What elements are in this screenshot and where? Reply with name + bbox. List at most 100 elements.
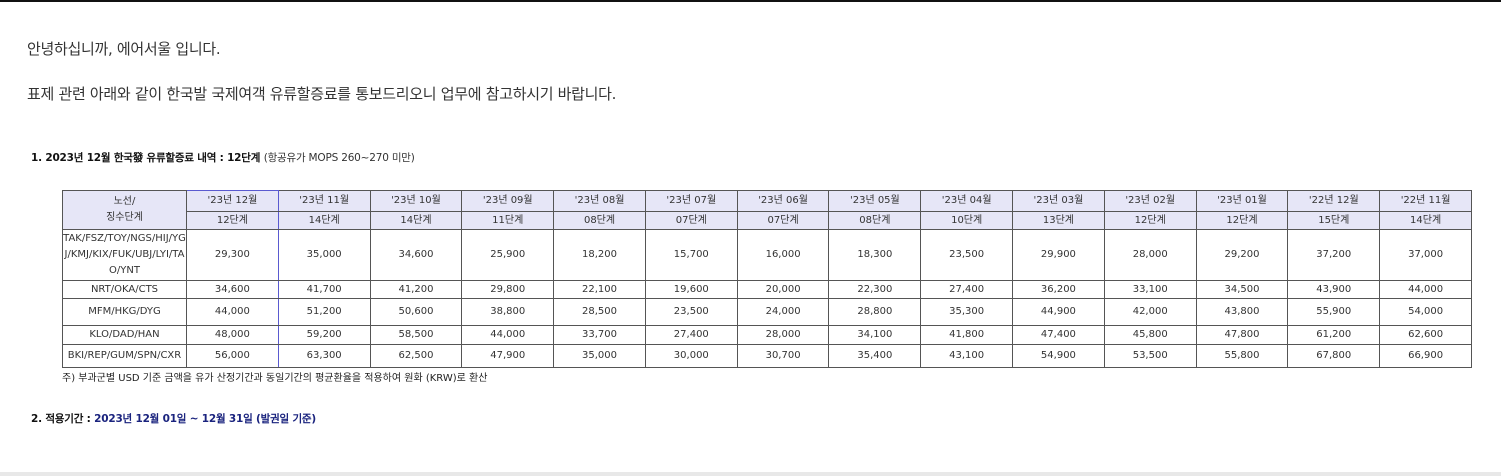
surcharge-cell: 38,800	[461, 298, 555, 326]
month-header: '23년 12월	[186, 190, 279, 212]
route-cell: BKI/REP/GUM/SPN/CXR	[62, 344, 187, 368]
surcharge-cell: 50,600	[369, 298, 463, 326]
month-header: '23년 08월	[553, 190, 646, 212]
top-border	[0, 0, 1501, 2]
surcharge-cell: 44,000	[186, 298, 279, 326]
surcharge-cell: 23,500	[920, 229, 1014, 281]
table-row: MFM/HKG/DYG 44,000 51,200 50,600 38,800 28,50…	[62, 298, 1472, 326]
section1-heading: 1. 2023년 12월 한국發 유류할증료 내역 : 12단계 (항공유가 M…	[31, 150, 415, 165]
level-header: 11단계	[461, 211, 555, 230]
month-header: '23년 06월	[736, 190, 830, 212]
surcharge-cell: 34,600	[186, 280, 279, 299]
bottom-border	[0, 472, 1501, 476]
surcharge-cell: 27,400	[920, 280, 1014, 299]
surcharge-cell: 34,500	[1195, 280, 1289, 299]
surcharge-cell: 20,000	[736, 280, 830, 299]
surcharge-cell: 24,000	[736, 298, 830, 326]
surcharge-cell: 43,900	[1287, 280, 1381, 299]
surcharge-cell: 67,800	[1287, 344, 1381, 368]
route-cell: NRT/OKA/CTS	[62, 280, 187, 299]
surcharge-cell: 29,900	[1012, 229, 1105, 281]
month-header: '23년 05월	[828, 190, 922, 212]
section2-heading: 2. 적용기간 : 2023년 12월 01일 ~ 12월 31일 (발권일 기…	[31, 411, 316, 426]
month-header: '23년 01월	[1195, 190, 1289, 212]
surcharge-cell: 34,600	[369, 229, 463, 281]
surcharge-cell: 44,000	[1379, 280, 1472, 299]
month-header: '23년 03월	[1012, 190, 1105, 212]
table-row: TAK/FSZ/TOY/NGS/HIJ/YGJ/KMJ/KIX/FUK/UBJ/…	[62, 229, 1472, 281]
level-header: 08단계	[553, 211, 646, 230]
surcharge-cell: 28,800	[828, 298, 922, 326]
surcharge-cell: 16,000	[736, 229, 830, 281]
surcharge-cell: 56,000	[186, 344, 279, 368]
level-header: 12단계	[186, 211, 279, 230]
section1-subtitle: (항공유가 MOPS 260~270 미만)	[263, 152, 415, 164]
surcharge-cell: 25,900	[461, 229, 555, 281]
surcharge-cell: 30,000	[644, 344, 738, 368]
month-header: '22년 11월	[1379, 190, 1472, 212]
corner-line2: 징수단계	[106, 212, 143, 223]
surcharge-cell: 19,600	[644, 280, 738, 299]
surcharge-cell: 28,000	[1103, 229, 1197, 281]
surcharge-cell: 54,900	[1012, 344, 1105, 368]
level-header: 08단계	[828, 211, 922, 230]
surcharge-cell: 47,800	[1195, 325, 1289, 345]
level-header: 13단계	[1012, 211, 1105, 230]
surcharge-cell: 18,200	[553, 229, 646, 281]
intro-text: 표제 관련 아래와 같이 한국발 국제여객 유류할증료를 통보드리오니 업무에 …	[27, 85, 617, 103]
surcharge-cell: 42,000	[1103, 298, 1197, 326]
surcharge-cell: 33,700	[553, 325, 646, 345]
level-header: 14단계	[369, 211, 463, 230]
surcharge-cell: 22,300	[828, 280, 922, 299]
surcharge-cell: 63,300	[277, 344, 371, 368]
surcharge-cell: 43,100	[920, 344, 1014, 368]
table-row: BKI/REP/GUM/SPN/CXR 56,000 63,300 62,500 47,…	[62, 344, 1472, 368]
surcharge-cell: 35,000	[553, 344, 646, 368]
surcharge-cell: 28,000	[736, 325, 830, 345]
fuel-surcharge-table: 노선/징수단계 '23년 12월 '23년 11월 '23년 10월 '23년 09월 '…	[62, 190, 1472, 368]
level-header: 14단계	[1379, 211, 1472, 230]
section2-period: 2023년 12월 01일 ~ 12월 31일 (발권일 기준)	[94, 413, 316, 425]
surcharge-cell: 23,500	[644, 298, 738, 326]
surcharge-cell: 48,000	[186, 325, 279, 345]
surcharge-cell: 62,500	[369, 344, 463, 368]
greeting-text: 안녕하십니까, 에어서울 입니다.	[27, 40, 221, 58]
surcharge-cell: 54,000	[1379, 298, 1472, 326]
table-note: 주) 부과군별 USD 기준 금액을 유가 산정기간과 동일기간의 평균환율을 …	[62, 373, 488, 384]
route-cell: MFM/HKG/DYG	[62, 298, 187, 326]
surcharge-cell: 41,700	[277, 280, 371, 299]
surcharge-cell: 27,400	[644, 325, 738, 345]
route-cell: KLO/DAD/HAN	[62, 325, 187, 345]
month-header: '23년 04월	[920, 190, 1014, 212]
surcharge-cell: 35,000	[277, 229, 371, 281]
surcharge-cell: 41,800	[920, 325, 1014, 345]
surcharge-cell: 37,000	[1379, 229, 1472, 281]
surcharge-cell: 22,100	[553, 280, 646, 299]
surcharge-cell: 47,900	[461, 344, 555, 368]
surcharge-cell: 29,300	[186, 229, 279, 281]
surcharge-cell: 18,300	[828, 229, 922, 281]
level-header: 14단계	[277, 211, 371, 230]
month-header: '23년 09월	[461, 190, 555, 212]
surcharge-cell: 35,400	[828, 344, 922, 368]
surcharge-cell: 51,200	[277, 298, 371, 326]
section2-label: 2. 적용기간 :	[31, 413, 91, 425]
surcharge-cell: 47,400	[1012, 325, 1105, 345]
surcharge-cell: 33,100	[1103, 280, 1197, 299]
surcharge-cell: 44,000	[461, 325, 555, 345]
surcharge-cell: 28,500	[553, 298, 646, 326]
surcharge-cell: 41,200	[369, 280, 463, 299]
surcharge-cell: 35,300	[920, 298, 1014, 326]
corner-header: 노선/징수단계	[62, 190, 187, 230]
level-header: 07단계	[644, 211, 738, 230]
surcharge-cell: 61,200	[1287, 325, 1381, 345]
surcharge-cell: 36,200	[1012, 280, 1105, 299]
month-header: '23년 02월	[1103, 190, 1197, 212]
level-header: 12단계	[1103, 211, 1197, 230]
month-header: '23년 10월	[369, 190, 463, 212]
surcharge-cell: 44,900	[1012, 298, 1105, 326]
level-header: 07단계	[736, 211, 830, 230]
table-row: KLO/DAD/HAN 48,000 59,200 58,500 44,000 33,70…	[62, 325, 1472, 345]
surcharge-cell: 37,200	[1287, 229, 1381, 281]
surcharge-cell: 66,900	[1379, 344, 1472, 368]
